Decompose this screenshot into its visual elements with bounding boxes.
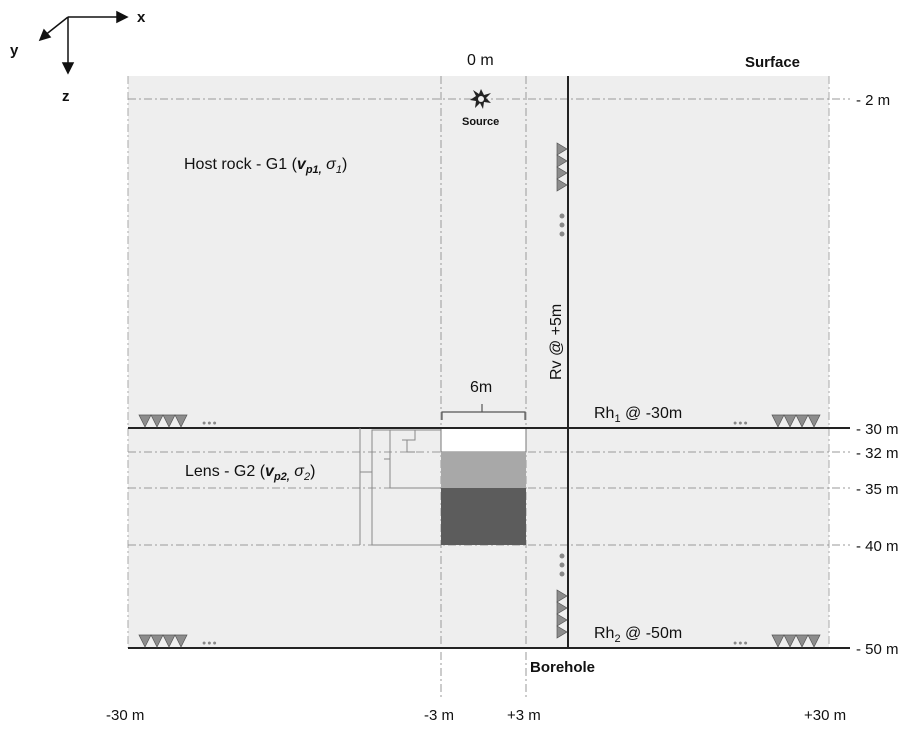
lens-layer-middle <box>441 452 526 488</box>
depth-label: - 2 m <box>856 92 890 109</box>
x-axis-label: x <box>137 9 146 26</box>
rh1-label: Rh1 @ -30m <box>594 405 682 425</box>
y-axis-label: y <box>10 42 19 59</box>
ellipsis-rv-top <box>559 213 565 237</box>
lens-braces <box>359 428 441 546</box>
receiver-icon-group-rh1-right <box>771 414 821 428</box>
receiver-icon-group-rh1-left <box>138 414 188 428</box>
lens-layer-top <box>440 427 527 453</box>
axes-triad <box>38 10 129 75</box>
x-tick-label: +3 m <box>507 707 541 724</box>
receiver-icon-group-rv-top <box>556 142 568 192</box>
rv-label: Rv @ +5m <box>548 304 565 380</box>
lens-label: Lens - G2 (vp2, σ2) <box>185 463 315 483</box>
source-label: Source <box>462 116 499 128</box>
top-center-label: 0 m <box>467 52 494 69</box>
width-bracket <box>441 404 526 420</box>
receiver-icon-group-rv-bottom <box>556 589 568 639</box>
ellipsis-rh1-left: ●●● <box>202 420 218 427</box>
depth-label: - 50 m <box>856 641 899 658</box>
source-icon <box>470 89 491 109</box>
lens-layer-bottom <box>441 488 526 545</box>
ellipsis-rh2-right: ●●● <box>733 640 749 647</box>
depth-label: - 40 m <box>856 538 899 555</box>
depth-label: - 32 m <box>856 445 899 462</box>
width-label: 6m <box>470 379 492 396</box>
ellipsis-rh2-left: ●●● <box>202 640 218 647</box>
host-rock-label: Host rock - G1 (vp1, σ1) <box>184 156 347 176</box>
x-tick-label: -3 m <box>424 707 454 724</box>
depth-label: - 35 m <box>856 481 899 498</box>
receiver-icon-group-rh2-left <box>138 634 188 648</box>
x-tick-label: +30 m <box>804 707 846 724</box>
receiver-icon-group-rh2-right <box>771 634 821 648</box>
depth-label: - 30 m <box>856 421 899 438</box>
x-tick-label: -30 m <box>106 707 144 724</box>
borehole-label: Borehole <box>530 659 595 676</box>
model-domain <box>128 76 829 648</box>
rh2-label: Rh2 @ -50m <box>594 625 682 645</box>
ellipsis-rh1-right: ●●● <box>733 420 749 427</box>
ellipsis-rv-bottom <box>559 553 565 577</box>
z-axis-label: z <box>62 88 70 105</box>
surface-label: Surface <box>745 54 800 71</box>
